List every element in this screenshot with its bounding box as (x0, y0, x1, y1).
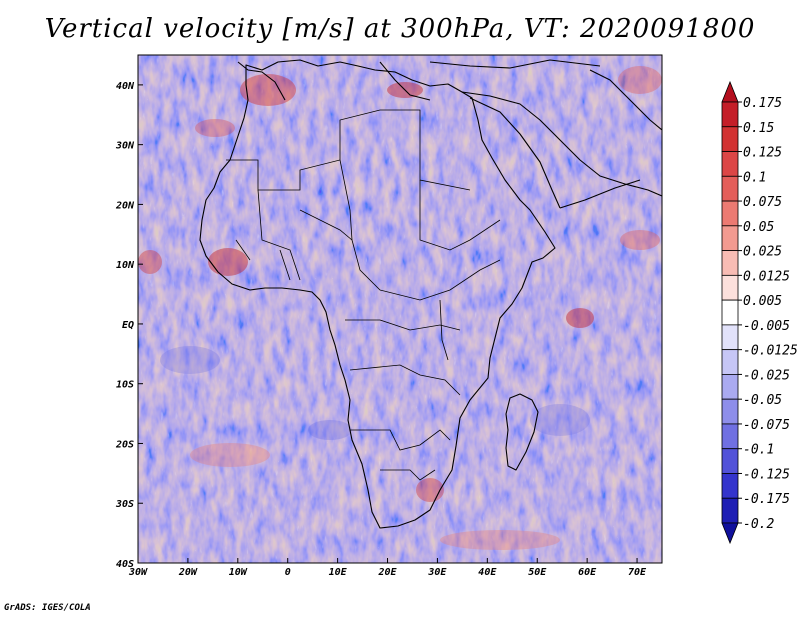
updraft-patch (195, 119, 235, 137)
plot-frame (137, 54, 663, 564)
border-line (349, 364, 461, 396)
border-line (350, 429, 451, 451)
downdraft-patch (530, 404, 590, 436)
lat-tick-label: 30N (115, 141, 135, 152)
colorbar-level-label: 0.15 (743, 121, 774, 136)
coastlines (199, 59, 662, 529)
colorbar-level-label: -0.125 (743, 467, 790, 482)
colorbar-swatch (721, 423, 739, 450)
border-line (299, 209, 353, 241)
iran-coast (589, 69, 662, 131)
colorbar-level-label: -0.1 (743, 443, 774, 458)
border-line (345, 319, 461, 331)
colorbar-level-label: -0.025 (743, 368, 790, 383)
lon-tick-label: 10E (329, 567, 348, 578)
colorbar-level-label: 0.005 (743, 294, 782, 309)
lat-tick-label: 20N (115, 200, 135, 211)
border-line (257, 189, 301, 281)
colorbar-swatch (721, 175, 739, 202)
lat-tick-label: EQ (122, 320, 134, 331)
colorbar-level-label: 0.125 (743, 146, 782, 161)
colorbar-swatch (721, 398, 739, 425)
colorbar-min-arrow (721, 522, 739, 545)
colorbar-level-label: 0.025 (743, 245, 782, 260)
lat-tick-label: 10S (116, 380, 134, 391)
map-title: Vertical velocity [m/s] at 300hPa, VT: 2… (44, 14, 756, 44)
updraft-patch (566, 308, 594, 328)
colorbar-swatch (721, 448, 739, 474)
border-line (235, 239, 291, 281)
lon-tick-label: 10W (229, 567, 248, 578)
gulf-coast (559, 179, 641, 209)
lon-tick-label: 50E (528, 567, 547, 578)
updraft-patch (618, 66, 662, 94)
lon-tick-label: 20E (377, 567, 397, 578)
downdraft-patch (308, 420, 352, 440)
colorbar-level-label: -0.175 (743, 492, 790, 507)
updraft-patch (138, 250, 162, 274)
lon-tick-label: 30E (427, 567, 447, 578)
colorbar-max-arrow (721, 80, 739, 103)
lon-tick-label: 40E (478, 567, 497, 578)
border-line (419, 180, 501, 251)
colorbar-level-label: -0.05 (743, 393, 782, 408)
lat-tick-label: 40N (116, 81, 135, 92)
lon-tick-label: 60E (578, 567, 597, 578)
colorbar-swatch (721, 126, 739, 152)
colorbar-level-label: -0.005 (743, 319, 790, 334)
lat-tick-label: 10N (116, 260, 135, 271)
downdraft-patch (160, 346, 220, 374)
updraft-patch (440, 530, 560, 550)
border-line (339, 159, 501, 301)
colorbar-level-label: -0.0125 (743, 344, 798, 359)
colorbar-swatch (721, 497, 739, 524)
colorbar-level-label: 0.05 (743, 220, 774, 235)
colorbar-swatch (721, 225, 739, 251)
colorbar-level-label: -0.2 (743, 517, 774, 532)
border-line (380, 469, 436, 481)
colorbar: 0.175 0.15 0.125 0.1 0.075 0.05 0.025 0.0125 0.0… (721, 80, 798, 545)
colorbar-level-label: 0.1 (743, 170, 766, 185)
lon-tick-label: 20W (178, 567, 198, 578)
africa-coast (199, 59, 556, 529)
turkey-coast (429, 59, 601, 69)
axis-ticks: 30W 20W 10W 0 10E 20E 30E 40E 50E 60E 70E 40N 30N 20N… (115, 81, 647, 578)
updraft-patch (208, 248, 248, 276)
red-sea-coast (469, 97, 561, 209)
velocity-field (138, 55, 662, 563)
madagascar-coast (505, 393, 539, 471)
colorbar-swatch (721, 274, 739, 301)
colorbar-swatch (721, 374, 739, 400)
colorbar-level-label: -0.075 (743, 418, 790, 433)
lat-tick-label: 20S (115, 439, 134, 450)
lat-tick-label: 30S (115, 499, 134, 510)
updraft-patch (240, 74, 296, 106)
colorbar-swatch (721, 473, 739, 499)
colorbar-swatch (721, 250, 739, 276)
greece-coast (379, 61, 431, 101)
updraft-patch (190, 443, 270, 467)
colorbar-swatch (721, 101, 739, 128)
colorbar-swatch (721, 349, 739, 375)
colorbar-swatch (721, 324, 739, 351)
lon-tick-label: 30W (128, 567, 148, 578)
lon-tick-label: 0 (285, 567, 291, 578)
iberia-coast (237, 61, 286, 101)
credit-footer: GrADS: IGES/COLA (4, 603, 91, 613)
colorbar-level-label: 0.075 (743, 195, 782, 210)
colorbar-swatch (721, 299, 739, 326)
borders (226, 109, 501, 481)
colorbar-level-label: 0.175 (743, 96, 782, 111)
arabia-coast (461, 91, 662, 197)
colorbar-swatch (721, 200, 739, 227)
colorbar-level-label: 0.0125 (743, 269, 790, 284)
lat-tick-label: 40S (116, 559, 134, 570)
colorbar-swatch (721, 151, 739, 177)
lon-tick-label: 70E (628, 567, 647, 578)
border-line (439, 299, 449, 361)
updraft-patch (620, 230, 660, 250)
